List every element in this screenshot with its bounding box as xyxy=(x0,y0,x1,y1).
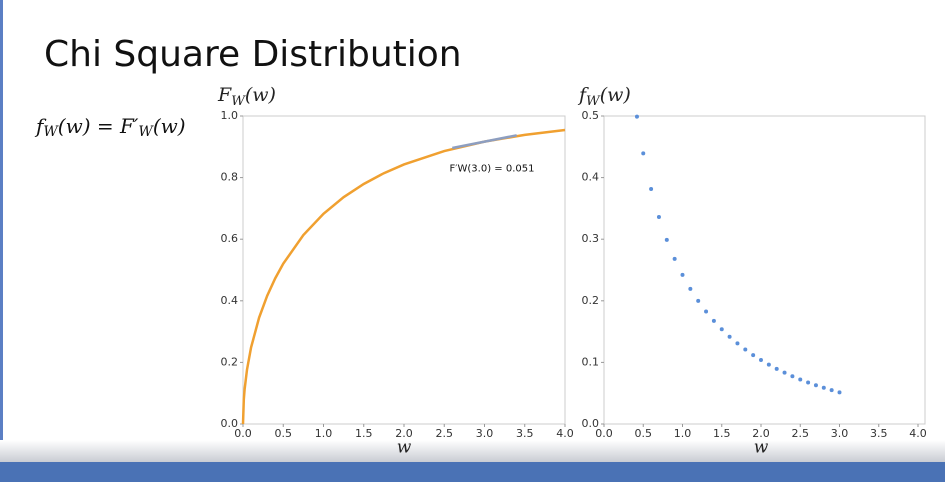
point xyxy=(664,237,669,242)
x-tick-label: 1.5 xyxy=(713,427,731,440)
y-tick-label: 0.1 xyxy=(582,355,600,368)
point xyxy=(766,362,771,367)
x-tick-label: 3.5 xyxy=(516,427,534,440)
point xyxy=(829,388,834,393)
point xyxy=(711,318,716,323)
x-tick-label: 2.0 xyxy=(752,427,770,440)
y-tick-label: 0.2 xyxy=(221,355,239,368)
subscript: W xyxy=(43,124,59,140)
tangent-line xyxy=(452,134,517,150)
x-tick-label: 0.0 xyxy=(595,427,613,440)
shadow xyxy=(0,440,945,462)
point xyxy=(672,256,677,261)
x-tick-label: 3.0 xyxy=(476,427,494,440)
point xyxy=(719,327,724,332)
y-tick-label: 0.4 xyxy=(221,294,239,307)
y-tick-label: 0.0 xyxy=(582,417,600,430)
slide-title: Chi Square Distribution xyxy=(44,34,462,75)
point xyxy=(782,370,787,375)
point xyxy=(751,353,756,358)
point xyxy=(696,298,701,303)
point xyxy=(837,390,842,395)
footer-bar xyxy=(0,462,945,482)
subscript: W xyxy=(231,94,246,109)
x-tick-label: 0.0 xyxy=(234,427,252,440)
point xyxy=(735,341,740,346)
point xyxy=(806,380,811,385)
x-tick-label: 4.0 xyxy=(909,427,927,440)
point xyxy=(649,186,654,191)
x-tick-label: 0.5 xyxy=(635,427,653,440)
text-part: (w) xyxy=(245,84,276,106)
plot-frame xyxy=(242,115,566,425)
text-part: (w) = F′ xyxy=(58,114,139,138)
x-tick-label: 2.5 xyxy=(792,427,810,440)
subscript: W xyxy=(138,124,154,140)
x-tick-label: 2.5 xyxy=(436,427,454,440)
x-tick-label: 3.5 xyxy=(870,427,888,440)
point xyxy=(774,366,779,371)
point xyxy=(641,151,646,156)
y-axis-label: fW(w) xyxy=(577,84,631,109)
point xyxy=(759,358,763,363)
x-tick-label: 1.5 xyxy=(355,427,373,440)
annotation: F′W(3.0) = 0.051 xyxy=(450,163,535,174)
y-tick-label: 1.0 xyxy=(221,109,239,122)
formula: fW(w) = F′W(w) xyxy=(34,114,186,141)
point xyxy=(798,377,803,382)
point xyxy=(634,114,639,119)
y-axis-label: FW(w) xyxy=(217,84,276,109)
plot-frame xyxy=(603,115,926,425)
y-tick-label: 0.8 xyxy=(221,171,239,184)
x-axis-label: w xyxy=(754,438,769,458)
left-edge xyxy=(0,0,3,462)
y-tick-label: 0.3 xyxy=(582,232,600,245)
point xyxy=(743,347,748,352)
point xyxy=(688,286,693,291)
x-tick-label: 0.5 xyxy=(275,427,293,440)
point xyxy=(704,309,709,314)
y-tick-label: 0.6 xyxy=(221,232,239,245)
x-tick-label: 1.0 xyxy=(315,427,333,440)
point xyxy=(790,374,795,379)
point xyxy=(656,215,661,220)
point xyxy=(821,385,826,390)
text-part: (w) xyxy=(600,84,631,106)
x-axis-label: w xyxy=(397,438,412,458)
cdf-line xyxy=(241,128,566,425)
point xyxy=(813,383,818,388)
text-part: f xyxy=(577,84,589,106)
point xyxy=(680,272,685,277)
x-tick-label: 2.0 xyxy=(395,427,413,440)
point xyxy=(727,334,732,339)
text-part: (w) xyxy=(153,114,186,138)
y-tick-label: 0.0 xyxy=(221,417,239,430)
x-tick-label: 1.0 xyxy=(674,427,692,440)
subscript: W xyxy=(586,94,601,109)
y-tick-label: 0.4 xyxy=(582,171,600,184)
x-tick-label: 4.0 xyxy=(556,427,574,440)
y-tick-label: 0.2 xyxy=(582,294,600,307)
x-tick-label: 3.0 xyxy=(831,427,849,440)
y-tick-label: 0.5 xyxy=(582,109,600,122)
text-part: F xyxy=(217,84,232,106)
